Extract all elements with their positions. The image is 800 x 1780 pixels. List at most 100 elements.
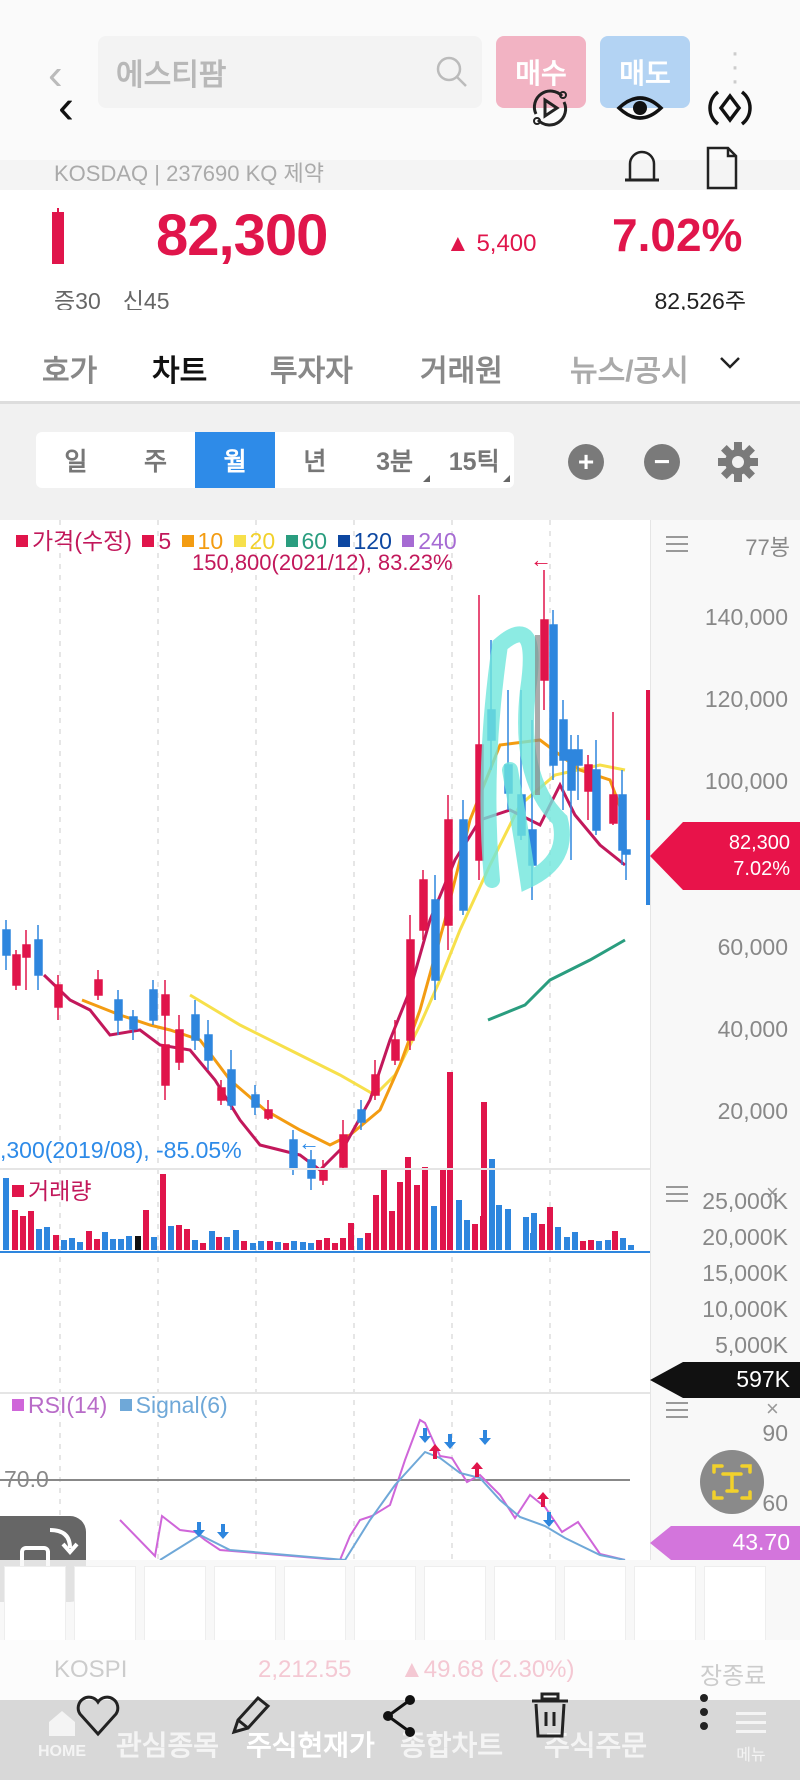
nav-chart[interactable]: 종합차트 (400, 1730, 504, 1761)
nav-home[interactable]: HOME (26, 1708, 98, 1761)
ma10-swatch (181, 535, 194, 547)
axis-label: 120,000 (704, 686, 788, 712)
more-icon[interactable]: · · · (730, 36, 740, 97)
quote-panel: 82,300 ▲ 5,400 7.02% 증30 신45 82,526주 (0, 190, 800, 314)
period-week[interactable]: 주 (144, 448, 168, 476)
thumbnail[interactable] (284, 1566, 346, 1652)
price-pane-menu-icon[interactable] (666, 536, 688, 552)
trash-icon[interactable] (526, 1692, 574, 1740)
close-volume-pane-icon[interactable]: × (766, 1180, 779, 1205)
svg-text:←: ← (298, 1130, 320, 1155)
chart-canvas[interactable]: ← ← (0, 520, 650, 1560)
stock-search-input[interactable]: 에스티팜 (98, 36, 482, 108)
rsi-70-level: 70.0 (4, 1466, 49, 1492)
close-rsi-pane-icon[interactable]: × (766, 1396, 779, 1421)
legend-ma5[interactable]: 5 (158, 528, 172, 554)
rsi-legend: RSI(14) Signal(6) (12, 1392, 228, 1419)
period-day[interactable]: 일 (64, 448, 88, 476)
rsi-pane-menu-icon[interactable] (666, 1402, 688, 1418)
tab-news[interactable]: 뉴스/공시 (570, 355, 689, 388)
search-icon[interactable] (422, 42, 482, 102)
price-change: ▲ 5,400 (446, 230, 537, 258)
eye-icon[interactable] (616, 84, 664, 132)
axis-label: 25,000K (702, 1188, 788, 1214)
legend-ma10[interactable]: 10 (197, 528, 224, 554)
period-high-label: 150,800(2021/12), 83.23% (192, 550, 453, 575)
ma240-swatch (402, 535, 415, 547)
bottom-nav: HOME 관심종목 주식현재가 종합차트 주식주문 메뉴 (0, 1700, 800, 1780)
nav-menu[interactable]: 메뉴 (728, 1710, 774, 1765)
axis-label: 60,000 (717, 934, 788, 960)
back-button[interactable]: ‹ (58, 81, 74, 134)
thumbnail[interactable] (214, 1566, 276, 1652)
buy-button[interactable]: 매수 (496, 36, 586, 108)
nav-watchlist[interactable]: 관심종목 (116, 1730, 220, 1761)
margin-info: 증30 신45 (54, 282, 192, 316)
gear-icon[interactable] (716, 440, 760, 484)
tab-orderbook[interactable]: 호가 (42, 355, 98, 388)
thumbnail[interactable] (704, 1566, 766, 1652)
period-15tick[interactable]: 15틱 (434, 432, 514, 488)
sell-button[interactable]: 매도 (600, 36, 690, 108)
tab-investor[interactable]: 투자자 (270, 355, 353, 388)
volume-swatch (12, 1185, 24, 1197)
index-ticker[interactable]: KOSPI 2,212.55 ▲49.68 (2.30%) 장종료 (0, 1640, 800, 1702)
chart-legend: 가격(수정) 5 10 20 60 120 240 (12, 522, 457, 556)
more-vertical-icon[interactable] (680, 1692, 728, 1740)
thumbnail[interactable] (564, 1566, 626, 1652)
signal-swatch (119, 1399, 132, 1411)
tab-broker[interactable]: 거래원 (420, 355, 503, 388)
screen-record-icon[interactable] (526, 84, 574, 132)
current-rsi-flag: 43.70 (650, 1526, 800, 1560)
axis-label: 60 (762, 1490, 788, 1516)
nav-current-price[interactable]: 주식현재가 (246, 1730, 375, 1761)
hamburger-icon (736, 1712, 766, 1733)
volume-pane-menu-icon[interactable] (666, 1186, 688, 1202)
legend-ma60[interactable]: 60 (301, 528, 328, 554)
document-icon[interactable] (702, 146, 742, 190)
period-year[interactable]: 년 (303, 448, 327, 476)
pane-divider (0, 1168, 650, 1170)
home-icon (49, 1711, 75, 1736)
svg-text:←: ← (530, 547, 552, 572)
legend-ma20[interactable]: 20 (249, 528, 276, 554)
zoom-in-button[interactable]: + (568, 444, 604, 480)
thumbnail[interactable] (354, 1566, 416, 1652)
thumbnail[interactable] (424, 1566, 486, 1652)
signal-legend-label: Signal(6) (135, 1392, 228, 1418)
thumbnail[interactable] (144, 1566, 206, 1652)
chevron-down-icon[interactable] (718, 350, 742, 374)
rsi-swatch (12, 1399, 24, 1411)
share-icon[interactable] (376, 1692, 424, 1740)
ma20-swatch (233, 535, 246, 547)
period-month[interactable]: 월 (195, 432, 276, 488)
flag-price: 82,300 (728, 832, 790, 854)
legend-ma240[interactable]: 240 (418, 528, 457, 554)
bell-icon[interactable] (622, 146, 662, 190)
period-3min[interactable]: 3분 (355, 432, 435, 488)
legend-price: 가격(수정) (32, 528, 132, 554)
pencil-icon[interactable] (226, 1692, 274, 1740)
zoom-out-button[interactable]: − (644, 444, 680, 480)
market-name: KOSDAQ (54, 161, 149, 186)
period-low-label: ,300(2019/08), -85.05% (0, 1137, 242, 1163)
volume-legend-label: 거래량 (28, 1178, 92, 1204)
grid-lines (59, 520, 551, 1560)
up-arrow-icon: ▲ (446, 230, 470, 257)
bar-count: 77봉 (745, 535, 790, 560)
volume-legend: 거래량 (12, 1172, 91, 1206)
rotate-icon[interactable] (706, 84, 754, 132)
ma5-swatch (142, 535, 155, 547)
index-value: 2,212.55 (258, 1656, 352, 1683)
tab-chart[interactable]: 차트 (152, 346, 208, 412)
thumbnail[interactable] (494, 1566, 556, 1652)
tab-bar: 호가 차트 투자자 거래원 뉴스/공시 (0, 310, 800, 412)
change-value: 5,400 (476, 230, 537, 257)
text-recognition-button[interactable] (700, 1450, 764, 1514)
heart-icon[interactable] (74, 1692, 122, 1740)
chart-svg: ← ← (0, 520, 650, 1560)
pane-divider (0, 1392, 650, 1394)
axis-label: 20,000K (702, 1224, 788, 1250)
axis-label: 140,000 (704, 604, 788, 630)
legend-ma120[interactable]: 120 (353, 528, 392, 554)
